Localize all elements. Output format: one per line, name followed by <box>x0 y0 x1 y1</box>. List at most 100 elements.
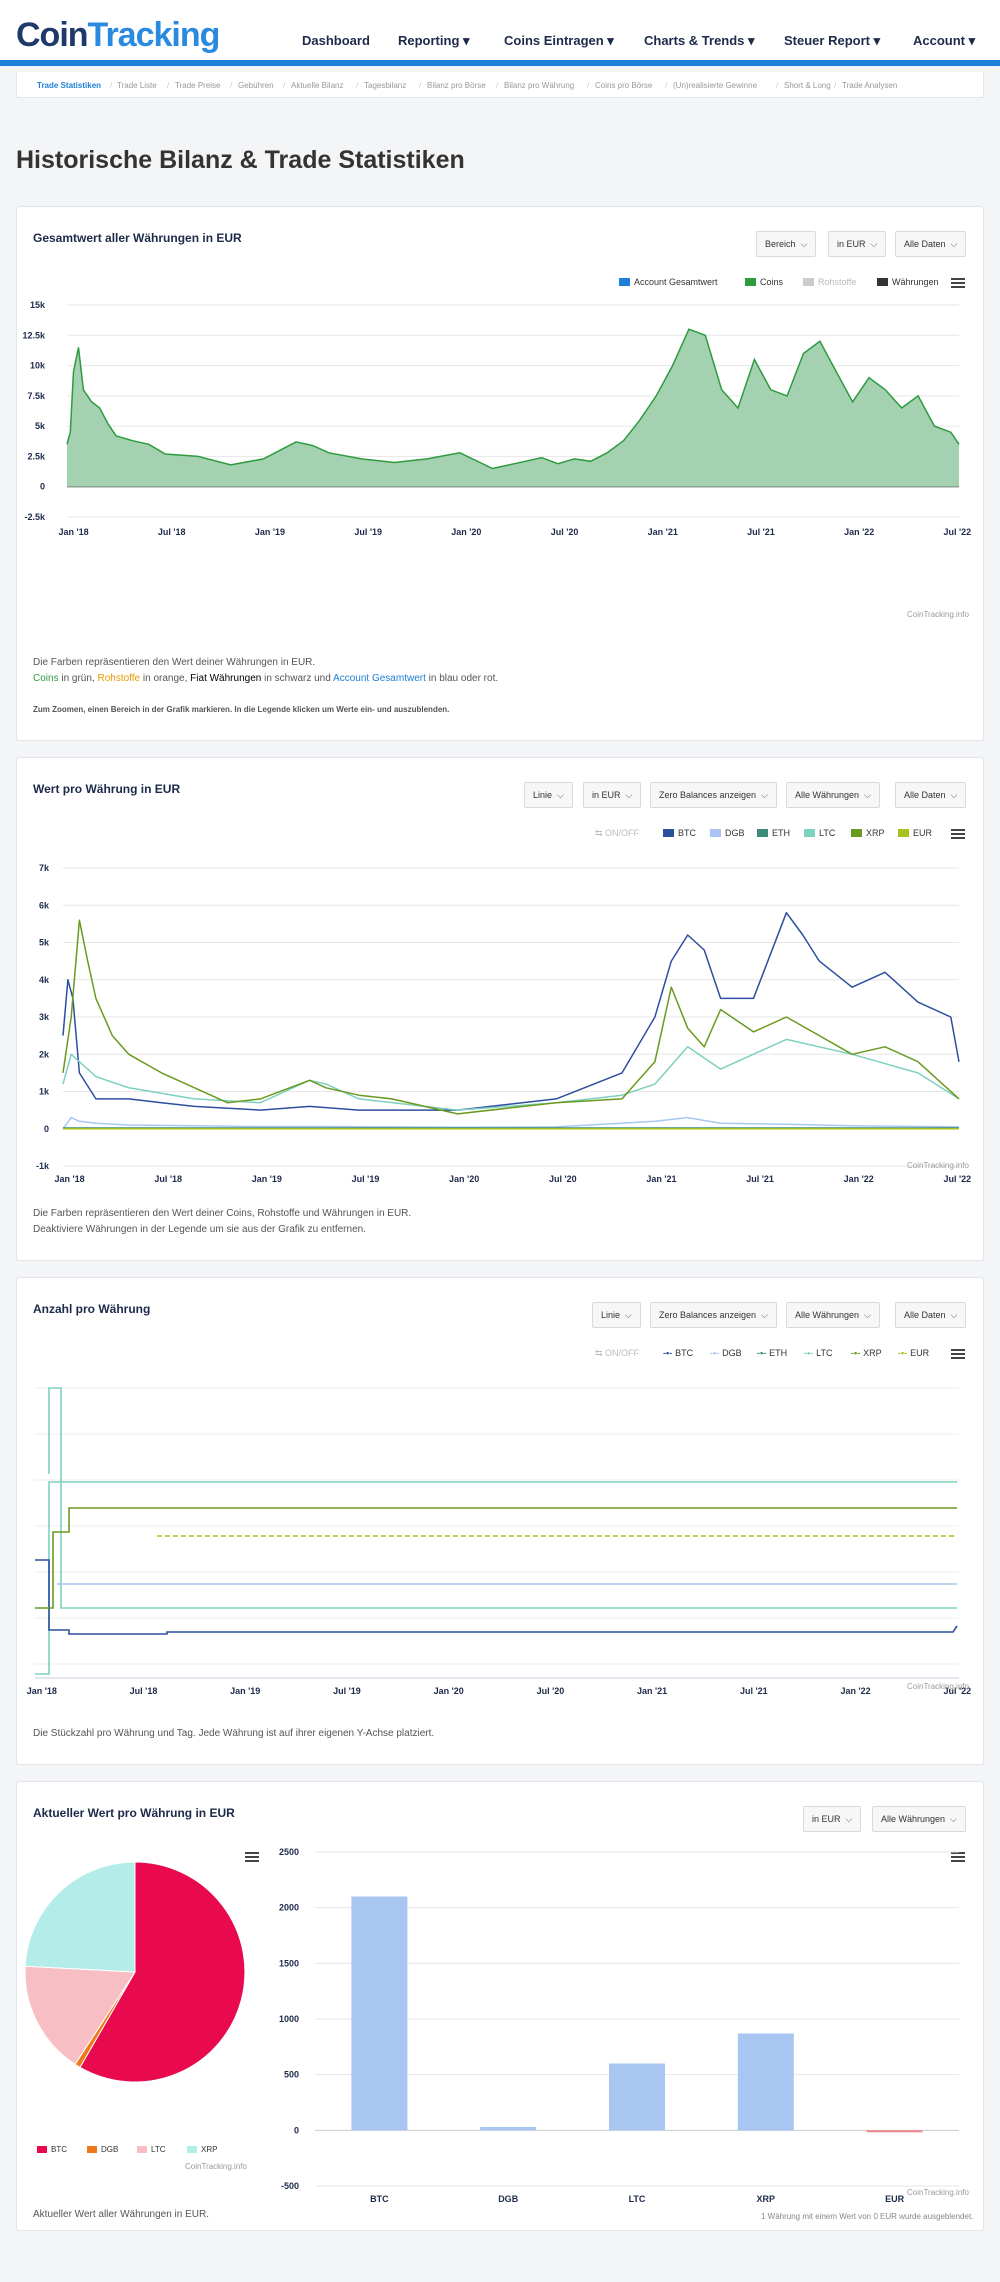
legend-swatch <box>663 829 674 837</box>
subnav-trade-analysen[interactable]: Trade Analysen <box>842 81 898 90</box>
subnav-separator: / <box>356 81 359 90</box>
hamburger-menu-icon[interactable] <box>951 1349 965 1359</box>
nav-reporting[interactable]: Reporting ▾ <box>398 33 470 48</box>
logo-part1: Coin <box>16 16 89 54</box>
legend-marker: -•- <box>851 1348 861 1358</box>
subnav-bilanz-pro-boerse[interactable]: Bilanz pro Börse <box>427 81 486 90</box>
y-tick-label: -1k <box>36 1161 50 1171</box>
currencies-dropdown[interactable]: Alle Währungen ⌵ <box>786 1302 880 1328</box>
hamburger-menu-icon[interactable] <box>951 278 965 288</box>
date-dropdown[interactable]: Alle Daten ⌵ <box>895 231 967 257</box>
amount-per-currency-card: Anzahl pro Währung Linie ⌵ Zero Balances … <box>16 1277 984 1765</box>
watermark: CoinTracking.info <box>907 610 969 619</box>
currency-dropdown[interactable]: in EUR ⌵ <box>803 1806 862 1832</box>
pie-legend-item-xrp[interactable]: XRP <box>187 2145 217 2154</box>
nav-coins-eintragen[interactable]: Coins Eintragen ▾ <box>504 33 614 48</box>
x-tick-label: Jul '21 <box>740 1686 768 1696</box>
legend-item-waehrungen[interactable]: Währungen <box>877 277 939 287</box>
x-tick-label: Jan '20 <box>434 1686 464 1696</box>
watermark: CoinTracking.info <box>185 2162 247 2171</box>
currency-dropdown[interactable]: in EUR ⌵ <box>828 231 887 257</box>
chevron-down-icon: ⌵ <box>864 790 871 800</box>
date-label: Alle Daten <box>904 1310 946 1320</box>
legend-item-eur[interactable]: -•- EUR <box>898 1348 929 1358</box>
x-tick-label: Jul '21 <box>746 1174 774 1184</box>
pie-legend-item-btc[interactable]: BTC <box>37 2145 67 2154</box>
legend-swatch <box>619 278 630 286</box>
legend-item-ltc[interactable]: -•- LTC <box>804 1348 833 1358</box>
x-tick-label: Jan '21 <box>648 527 678 537</box>
legend-item-ltc[interactable]: LTC <box>804 828 835 838</box>
subnav-trade-statistiken[interactable]: Trade Statistiken <box>37 81 102 90</box>
legend-item-xrp[interactable]: -•- XRP <box>851 1348 882 1358</box>
legend-onoff-toggle[interactable]: ⇆ ON/OFF <box>595 1348 640 1358</box>
subnav-gebuehren[interactable]: Gebühren <box>238 81 274 90</box>
date-dropdown[interactable]: Alle Daten ⌵ <box>895 1302 967 1328</box>
bar-menu-icon[interactable] <box>951 1852 965 1862</box>
amount-per-currency-chart[interactable]: Jan '18 Jul '18 Jan '19 Jul '19 Jan '20 Jul '… <box>17 1368 985 1708</box>
subnav-aktuelle-bilanz[interactable]: Aktuelle Bilanz <box>291 81 344 90</box>
series-line-ltc <box>62 1038 960 1111</box>
legend-label: BTC <box>51 2145 67 2154</box>
subnav-tagesbilanz[interactable]: Tagesbilanz <box>364 81 407 90</box>
currencies-label: Alle Währungen <box>881 1814 946 1824</box>
legend-item-rohstoffe[interactable]: Rohstoffe <box>803 277 856 287</box>
legend-item-account[interactable]: Account Gesamtwert <box>619 277 718 287</box>
chart-type-dropdown[interactable]: Linie ⌵ <box>524 782 573 808</box>
subnav-trade-liste[interactable]: Trade Liste <box>117 81 157 90</box>
legend-item-eth[interactable]: ETH <box>757 828 790 838</box>
subnav-separator: / <box>834 81 837 90</box>
x-tick-label: Jul '19 <box>333 1686 361 1696</box>
zero-balances-dropdown[interactable]: Zero Balances anzeigen ⌵ <box>650 1302 777 1328</box>
subnav-separator: / <box>110 81 113 90</box>
value-per-currency-chart[interactable]: 7k 6k 5k 4k 3k 2k 1k 0 -1k Jan '18 Jul '18 Jan '19 J… <box>17 856 985 1186</box>
nav-dashboard[interactable]: Dashboard <box>302 33 370 48</box>
legend-item-btc[interactable]: BTC <box>663 828 696 838</box>
legend-item-dgb[interactable]: DGB <box>710 828 745 838</box>
nav-steuer-report[interactable]: Steuer Report ▾ <box>784 33 881 48</box>
date-dropdown[interactable]: Alle Daten ⌵ <box>895 782 967 808</box>
currencies-dropdown[interactable]: Alle Währungen ⌵ <box>872 1806 966 1832</box>
nav-charts-trends[interactable]: Charts & Trends ▾ <box>644 33 755 48</box>
legend-item-eur[interactable]: EUR <box>898 828 932 838</box>
pie-slice-xrp <box>24 1862 136 1973</box>
zero-balances-dropdown[interactable]: Zero Balances anzeigen ⌵ <box>650 782 777 808</box>
series-line-ltc <box>35 1481 957 1675</box>
current-value-pie-chart[interactable] <box>17 1862 257 2122</box>
note-text: in blau oder rot. <box>425 673 499 684</box>
subnav-coins-pro-boerse[interactable]: Coins pro Börse <box>595 81 653 90</box>
legend-swatch <box>710 829 721 837</box>
legend-item-eth[interactable]: -•- ETH <box>757 1348 787 1358</box>
legend-item-coins[interactable]: Coins <box>745 277 783 287</box>
pie-legend-item-ltc[interactable]: LTC <box>137 2145 166 2154</box>
chart-type-dropdown[interactable]: Linie ⌵ <box>592 1302 641 1328</box>
pie-menu-icon[interactable] <box>245 1852 259 1862</box>
currencies-label: Alle Währungen <box>795 1310 860 1320</box>
subnav-bilanz-pro-waehrung[interactable]: Bilanz pro Währung <box>504 81 575 90</box>
nav-account[interactable]: Account ▾ <box>913 33 976 48</box>
currencies-dropdown[interactable]: Alle Währungen ⌵ <box>786 782 880 808</box>
legend-item-xrp[interactable]: XRP <box>851 828 885 838</box>
y-tick-label: 15k <box>30 300 46 310</box>
subnav-trade-preise[interactable]: Trade Preise <box>175 81 221 90</box>
current-value-bar-chart[interactable]: 2500 2000 1500 1000 500 0 -500 BTC DGB LTC XRP EUR <box>265 1840 985 2210</box>
range-dropdown[interactable]: Bereich ⌵ <box>756 231 817 257</box>
x-tick-label: Jul '20 <box>537 1686 565 1696</box>
cointracking-logo[interactable]: CoinTracking <box>16 16 220 55</box>
subnav-unrealisierte-gewinne[interactable]: (Un)realisierte Gewinne <box>673 81 758 90</box>
zoom-hint: Zum Zoomen, einen Bereich in der Grafik … <box>33 705 450 714</box>
x-tick-label: XRP <box>757 2194 776 2204</box>
currency-dropdown[interactable]: in EUR ⌵ <box>583 782 642 808</box>
subnav-short-long[interactable]: Short & Long <box>784 81 831 90</box>
legend-marker: -•- <box>804 1348 814 1358</box>
legend-swatch <box>804 829 815 837</box>
legend-label: XRP <box>863 1348 882 1358</box>
hamburger-menu-icon[interactable] <box>951 829 965 839</box>
total-value-chart[interactable]: 15k 12.5k 10k 7.5k 5k 2.5k 0 -2.5k Jan '18 Jul '1… <box>17 295 985 555</box>
legend-onoff-toggle[interactable]: ⇆ ON/OFF <box>595 828 640 838</box>
legend-item-dgb[interactable]: -•- DGB <box>710 1348 742 1358</box>
legend-item-btc[interactable]: -•- BTC <box>663 1348 693 1358</box>
legend-label: ETH <box>772 828 790 838</box>
pie-legend-item-dgb[interactable]: DGB <box>87 2145 118 2154</box>
x-tick-label: Jul '22 <box>944 1174 972 1184</box>
